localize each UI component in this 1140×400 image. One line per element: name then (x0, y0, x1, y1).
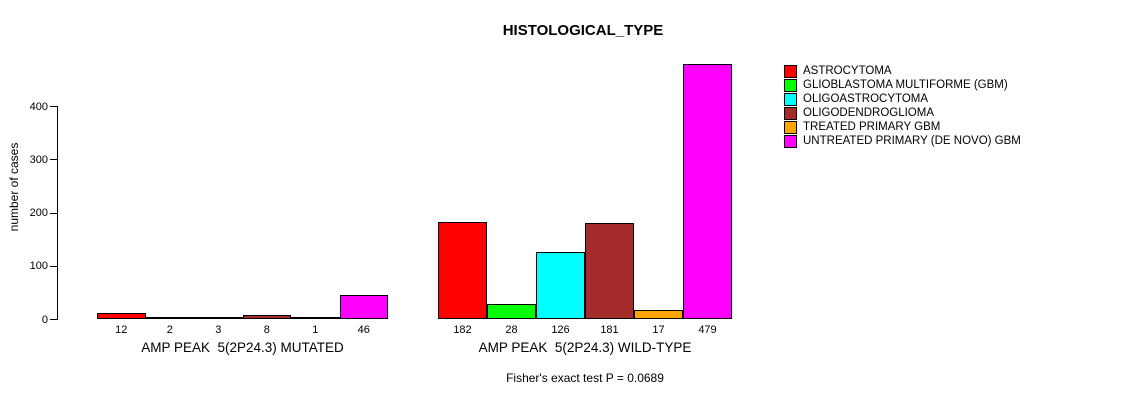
legend-label: ASTROCYTOMA (803, 65, 892, 77)
y-tick-mark (50, 159, 57, 161)
legend-item: OLIGOASTROCYTOMA (784, 92, 1021, 106)
y-tick-mark (50, 319, 57, 320)
bar-oligodendroglioma (585, 222, 634, 319)
legend-item: GLIOBLASTOMA MULTIFORME (GBM) (784, 78, 1021, 92)
x-group-label: AMP PEAK 5(2P24.3) MUTATED (141, 340, 344, 355)
y-tick-mark (50, 265, 57, 267)
bar-count-label: 12 (115, 324, 128, 336)
legend-item: ASTROCYTOMA (784, 64, 1021, 78)
bar-count-label: 181 (600, 324, 619, 336)
stat-annotation: Fisher's exact test P = 0.0689 (506, 371, 664, 385)
legend-label: UNTREATED PRIMARY (DE NOVO) GBM (803, 135, 1021, 147)
legend-swatch-icon (784, 134, 797, 148)
bar-count-label: 182 (453, 324, 472, 336)
legend-label: OLIGOASTROCYTOMA (803, 93, 929, 105)
bar-glioblastoma-multiforme-gbm- (145, 317, 194, 319)
bar-count-label: 3 (215, 324, 222, 336)
bar-count-label: 28 (505, 324, 518, 336)
bar-untreated-primary-de-novo-gbm (339, 294, 388, 319)
chart-title: HISTOLOGICAL_TYPE (502, 22, 664, 39)
bar-treated-primary-gbm (634, 309, 683, 319)
bar-treated-primary-gbm (291, 317, 340, 319)
y-tick-mark (50, 106, 57, 107)
legend-swatch-icon (784, 120, 797, 134)
legend-swatch-icon (784, 64, 797, 78)
legend-label: GLIOBLASTOMA MULTIFORME (GBM) (803, 79, 1008, 91)
bar-oligoastrocytoma (536, 251, 585, 319)
bar-oligodendroglioma (242, 314, 291, 319)
x-group-label: AMP PEAK 5(2P24.3) WILD-TYPE (478, 340, 692, 355)
bar-count-label: 8 (263, 324, 270, 336)
y-axis-line (57, 106, 58, 320)
bar-astrocytoma (438, 222, 487, 319)
bar-count-label: 126 (551, 324, 570, 336)
y-tick-label: 400 (29, 100, 48, 113)
legend-swatch-icon (784, 92, 797, 106)
legend-label: TREATED PRIMARY GBM (803, 121, 941, 133)
legend-swatch-icon (784, 78, 797, 92)
bar-count-label: 479 (698, 324, 717, 336)
legend-item: OLIGODENDROGLIOMA (784, 106, 1021, 120)
legend-item: UNTREATED PRIMARY (DE NOVO) GBM (784, 134, 1021, 148)
legend-swatch-icon (784, 106, 797, 120)
bar-count-label: 17 (652, 324, 665, 336)
y-tick-label: 200 (29, 207, 48, 219)
y-tick-label: 100 (29, 260, 48, 273)
bar-count-label: 1 (312, 324, 319, 336)
y-tick-label: 300 (29, 153, 48, 166)
y-tick-label: 0 (41, 313, 48, 326)
bar-oligoastrocytoma (194, 317, 243, 319)
legend: ASTROCYTOMA GLIOBLASTOMA MULTIFORME (GBM)… (784, 64, 1021, 148)
legend-label: OLIGODENDROGLIOMA (803, 107, 934, 119)
y-tick-mark (50, 212, 57, 214)
bar-astrocytoma (97, 312, 146, 319)
bar-untreated-primary-de-novo-gbm (683, 63, 732, 319)
bar-count-label: 46 (357, 324, 370, 336)
legend-item: TREATED PRIMARY GBM (784, 120, 1021, 134)
bar-glioblastoma-multiforme-gbm- (487, 304, 536, 319)
bar-count-label: 2 (166, 324, 173, 336)
